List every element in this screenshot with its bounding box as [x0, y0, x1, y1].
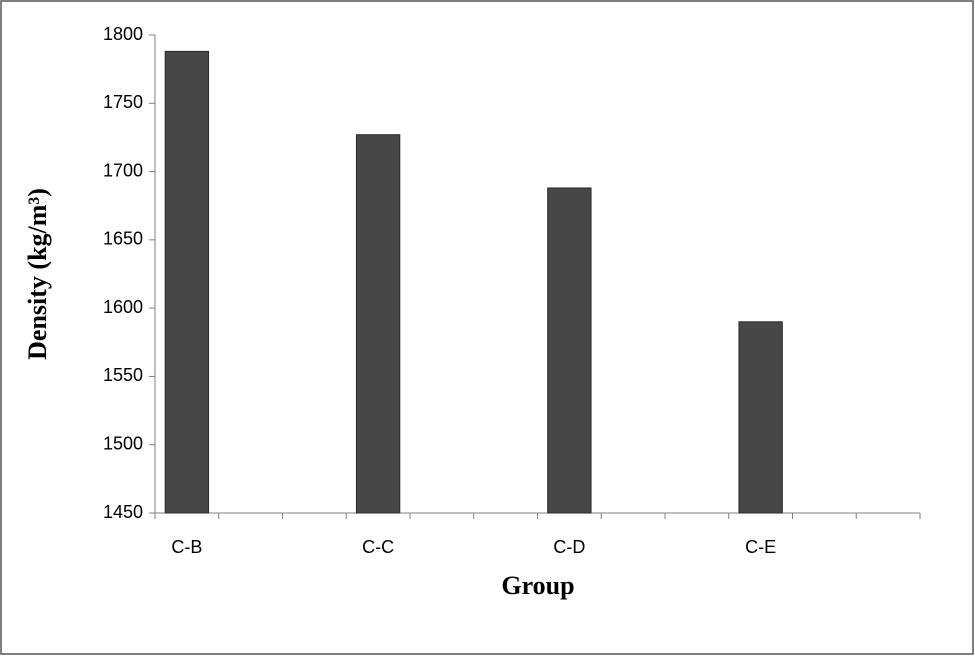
y-tick-label: 1650 — [103, 229, 143, 249]
y-tick-label: 1550 — [103, 365, 143, 385]
y-tick-label: 1600 — [103, 297, 143, 317]
y-tick-label: 1700 — [103, 160, 143, 180]
y-tick-label: 1450 — [103, 502, 143, 522]
bar — [738, 321, 783, 514]
x-axis-title: Group — [501, 571, 574, 600]
y-tick-label: 1500 — [103, 433, 143, 453]
y-axis-title: Density (kg/m³) — [23, 188, 52, 360]
bar — [164, 50, 210, 514]
bar — [355, 134, 401, 514]
x-tick-label: C-E — [745, 537, 776, 557]
x-tick-label: C-C — [362, 537, 394, 557]
x-tick-label: C-B — [171, 537, 202, 557]
y-tick-label: 1750 — [103, 92, 143, 112]
y-tick-label: 1800 — [103, 24, 143, 44]
x-tick-label: C-D — [553, 537, 585, 557]
bar — [547, 187, 592, 514]
